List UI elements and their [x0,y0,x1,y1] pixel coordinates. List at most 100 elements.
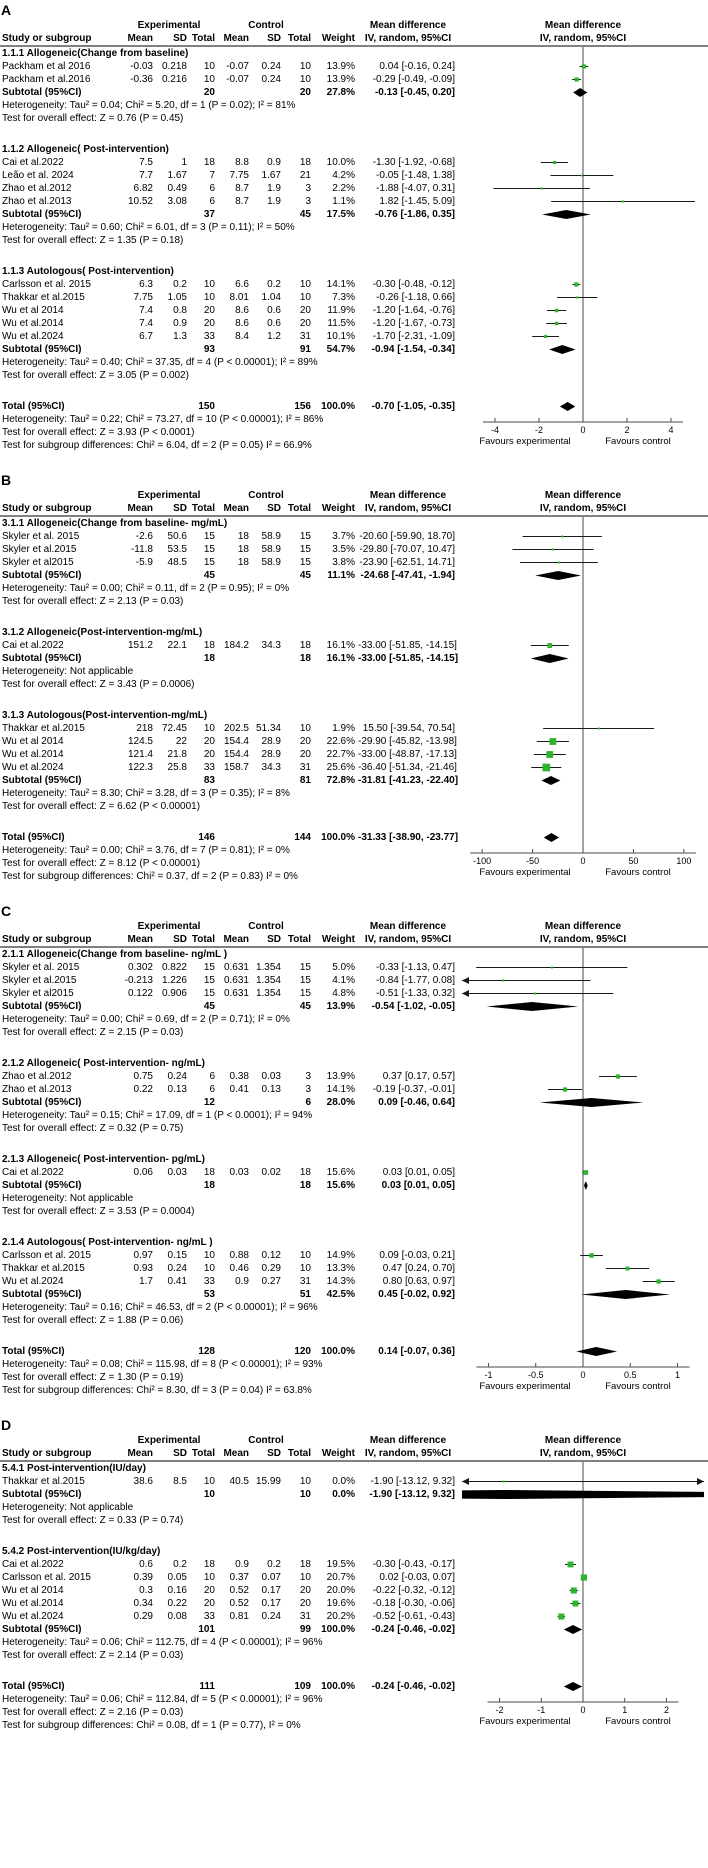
plot-spacer [458,317,708,330]
data-cell [156,208,190,221]
plot-spacer [458,1584,708,1597]
data-cell: 33 [203,1276,215,1287]
plot-spacer [458,1096,708,1109]
data-cell: -0.05 [-1.48, 1.38] [376,170,455,181]
data-cell: 10 [203,292,215,303]
data-cell: 20 [203,1598,215,1609]
plot-spacer [458,569,708,582]
data-cell: 1.9% [332,723,355,734]
data-cell: -29.80 [-70.07, 10.47] [359,544,455,555]
data-cell: 1.67 [261,170,281,181]
data-cell: -0.36 [130,74,153,85]
data-cell [120,1096,156,1109]
data-cell: -11.8 [130,544,153,555]
study-label: Subtotal (95%CI) [2,1001,82,1012]
study-row: Leão et al. 2024 7.7 1.67 7 7.75 1.67 21 4.2% -0… [0,169,708,182]
plot-spacer [458,195,708,208]
data-cell: 11.9% [327,305,355,316]
data-cell: 7.75 [133,292,153,303]
study-row: Skyler et al. 2015 0.302 0.822 15 0.631 1.354… [0,961,708,974]
study-label: Subtotal (95%CI) [2,209,82,220]
data-cell: 72.45 [161,723,187,734]
data-cell: 91 [299,344,311,355]
header-control: Control [248,1435,284,1446]
panel-label: C [1,903,12,919]
data-cell: -33.00 [-51.85, -14.15] [358,640,457,651]
study-label: Thakkar et al.2015 [2,1476,85,1487]
plot-spacer [458,1262,708,1275]
data-cell: 202.5 [223,723,249,734]
data-cell: 0.97 [133,1250,153,1261]
study-row: Zhao et al.2012 6.82 0.49 6 8.7 1.9 3 2.2% -1.88… [0,182,708,195]
study-row: Wu et al.2024 6.7 1.3 33 8.4 1.2 31 10.1% -1.70 … [0,330,708,343]
data-cell: 54.7% [326,344,355,355]
plot-spacer [458,961,708,974]
study-label: Cai et al.2022 [2,157,64,168]
data-cell: 0.12 [261,1250,281,1261]
data-cell: 15 [203,557,215,568]
data-cell: 0.02 [261,1167,281,1178]
data-cell: 154.4 [223,749,249,760]
data-cell: 146 [198,832,215,843]
data-cell: 0.52 [229,1585,249,1596]
data-cell: 28.0% [326,1097,355,1108]
data-cell: 18 [299,640,311,651]
header-experimental: Experimental [137,1435,201,1446]
column-header: Total [191,934,215,945]
data-cell: 15 [203,975,215,986]
study-row: Skyler et al. 2015 -2.6 50.6 15 18 58.9 15 3.7%… [0,530,708,543]
data-cell [120,1000,156,1013]
study-label: Total (95%CI) [2,1681,65,1692]
data-cell: 20 [299,87,311,98]
data-cell: 128 [198,1346,215,1357]
data-cell [252,1096,284,1109]
study-row: Wu et al.2014 121.4 21.8 20 154.4 28.9 20 22.7%… [0,748,708,761]
plot-spacer [458,1000,708,1013]
heterogeneity-note: Test for overall effect: Z = 3.05 (P = 0… [2,370,189,381]
forest-panel-C: C Experimental Control Mean difference Mean … [0,903,708,1403]
header-rule [0,45,708,47]
study-row: Cai et al.2022 0.6 0.2 18 0.9 0.2 18 19.5% -0.30… [0,1558,708,1571]
subgroup-title: 5.4.1 Post-intervention(IU/day) [2,1463,146,1474]
data-cell: 45 [299,209,311,220]
study-label: Subtotal (95%CI) [2,87,82,98]
study-label: Wu et al.2024 [2,762,64,773]
heterogeneity-note: Heterogeneity: Tau² = 0.04; Chi² = 5.20,… [2,100,296,111]
data-cell: 0.631 [223,962,249,973]
data-cell: 28.9 [261,749,281,760]
data-cell [156,774,190,787]
data-cell: 0.93 [133,1263,153,1274]
data-cell: 18 [237,544,249,555]
header-mean-difference: Mean difference [369,490,447,501]
plot-spacer [458,1475,708,1488]
subtotal-row: Subtotal (95%CI) 37 45 17.5% -0.76 [-1.86, 0… [0,208,708,221]
data-cell [252,1623,284,1636]
data-cell: 0.631 [223,975,249,986]
study-label: Skyler et al. 2015 [2,962,80,973]
data-cell [156,1680,190,1693]
column-header: SD [173,934,187,945]
study-label: Subtotal (95%CI) [2,1097,82,1108]
column-header: SD [267,1448,281,1459]
data-cell: 11.1% [327,570,355,581]
section-gap [0,1039,708,1057]
data-cell: -1.88 [-4.07, 0.31] [376,183,455,194]
data-cell: 18 [203,157,215,168]
data-cell: 0.52 [229,1598,249,1609]
study-row: Wu et al 2014 124.5 22 20 154.4 28.9 20 22.6% -2… [0,735,708,748]
data-cell: 20 [203,305,215,316]
plot-spacer [458,60,708,73]
data-cell: 81 [299,775,311,786]
study-row: Packham et al.2016 -0.36 0.216 10 -0.07 0.24 1… [0,73,708,86]
data-cell: 13.9% [326,74,355,85]
study-label: Wu et al.2014 [2,318,64,329]
plot-spacer [458,86,708,99]
data-cell: -33.00 [-51.85, -14.15] [358,653,459,664]
data-cell: 6 [305,1097,311,1108]
data-cell: 53 [203,1289,215,1300]
header-mean-difference: Mean difference [369,1435,447,1446]
study-label: Wu et al 2014 [2,1585,64,1596]
data-cell: 3.8% [332,557,355,568]
study-label: Subtotal (95%CI) [2,1289,82,1300]
data-cell: 0.24 [261,1611,281,1622]
